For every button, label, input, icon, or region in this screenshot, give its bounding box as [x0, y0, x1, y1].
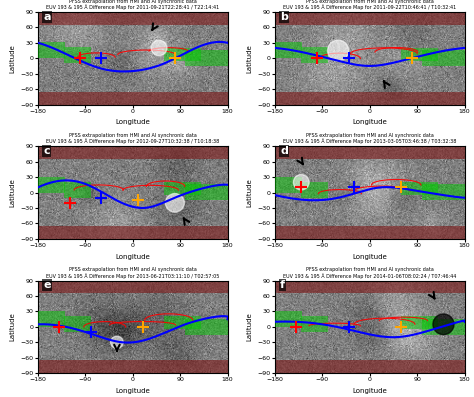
Text: e: e [43, 280, 51, 290]
X-axis label: Longitude: Longitude [115, 388, 150, 394]
Title: PFSS extrapolation from HMI and AI synchronic data
EUV 193 & 195 Å Difference Ma: PFSS extrapolation from HMI and AI synch… [46, 0, 219, 10]
Y-axis label: Latitude: Latitude [246, 312, 252, 341]
Title: PFSS extrapolation from HMI and AI synchronic data
EUV 193 & 195 Å Difference Ma: PFSS extrapolation from HMI and AI synch… [46, 133, 219, 145]
Text: c: c [43, 146, 50, 156]
Title: PFSS extrapolation from HMI and AI synchronic data
EUV 193 & 195 Å Difference Ma: PFSS extrapolation from HMI and AI synch… [283, 133, 456, 145]
Circle shape [328, 40, 349, 61]
X-axis label: Longitude: Longitude [352, 254, 387, 260]
Text: a: a [43, 12, 51, 21]
X-axis label: Longitude: Longitude [352, 388, 387, 394]
Circle shape [293, 175, 309, 190]
Y-axis label: Latitude: Latitude [9, 178, 15, 207]
Y-axis label: Latitude: Latitude [9, 312, 15, 341]
Circle shape [165, 194, 184, 212]
X-axis label: Longitude: Longitude [352, 119, 387, 125]
Title: PFSS extrapolation from HMI and AI synchronic data
EUV 193 & 195 Å Difference Ma: PFSS extrapolation from HMI and AI synch… [46, 267, 219, 279]
Y-axis label: Latitude: Latitude [246, 44, 252, 73]
X-axis label: Longitude: Longitude [115, 119, 150, 125]
X-axis label: Longitude: Longitude [115, 254, 150, 260]
Circle shape [151, 40, 167, 56]
Y-axis label: Latitude: Latitude [9, 44, 15, 73]
Title: PFSS extrapolation from HMI and AI synchronic data
EUV 193 & 195 Å Difference Ma: PFSS extrapolation from HMI and AI synch… [283, 267, 456, 279]
Circle shape [110, 336, 123, 349]
Text: d: d [280, 146, 288, 156]
Text: b: b [280, 12, 288, 21]
Y-axis label: Latitude: Latitude [246, 178, 252, 207]
Title: PFSS extrapolation from HMI and AI synchronic data
EUV 193 & 195 Å Difference Ma: PFSS extrapolation from HMI and AI synch… [283, 0, 456, 10]
Circle shape [433, 314, 454, 335]
Text: f: f [280, 280, 285, 290]
